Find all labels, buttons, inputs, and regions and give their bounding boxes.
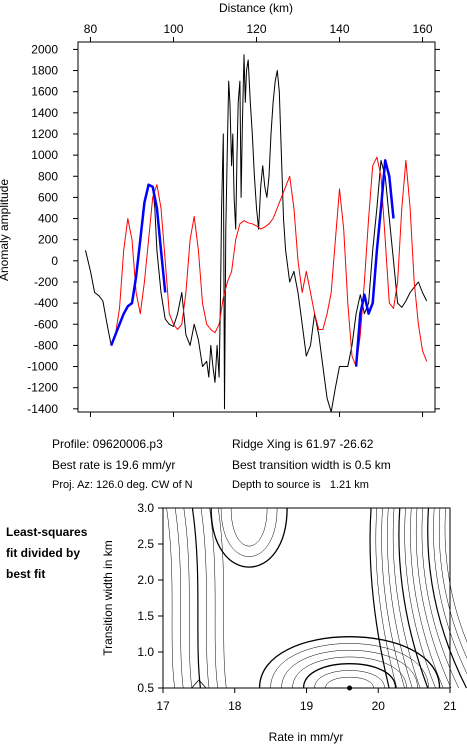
best-transition-label: Best transition width is 0.5 km [232, 458, 391, 472]
top-x-tick-label: 100 [163, 22, 183, 36]
bottom-x-tick-label: 17 [156, 699, 170, 713]
contour-line [314, 670, 385, 689]
contour-line [200, 507, 210, 689]
top-x-tick-label: 120 [246, 22, 266, 36]
contour-line [404, 507, 436, 689]
contour-line [292, 656, 407, 689]
series-model [110, 156, 428, 367]
top-y-tick-label: 2000 [31, 42, 58, 56]
contour-line [444, 507, 467, 643]
top-y-tick-label: -400 [34, 296, 58, 310]
top-y-tick-label: -1400 [27, 402, 58, 416]
contour-line [166, 507, 175, 689]
top-x-tick-label: 160 [413, 22, 433, 36]
top-y-tick-label: -600 [34, 317, 58, 331]
top-y-tick-label: 1200 [31, 127, 58, 141]
ridge-xing-label: Ridge Xing is 61.97 -26.62 [232, 437, 374, 451]
series-fit_window_right [354, 159, 395, 367]
contour-line [258, 636, 441, 689]
top-y-tick-label: 600 [38, 190, 58, 204]
contour-line [210, 507, 288, 568]
side-note-line-3: best fit [6, 567, 46, 581]
top-y-tick-label: 0 [51, 254, 58, 268]
series-fit_window_left [110, 183, 167, 346]
bottom-y-tick-label: 2.0 [137, 573, 154, 587]
contour-line [387, 507, 413, 689]
bottom-x-tick-label: 19 [300, 699, 314, 713]
contour-line [415, 507, 452, 689]
bottom-plot-frame [162, 507, 451, 689]
contour-line [398, 507, 429, 689]
top-y-tick-label: -200 [34, 275, 58, 289]
contour-line [209, 507, 218, 689]
contour-line [191, 507, 202, 689]
side-note-line-1: Least-squares [6, 525, 88, 539]
contour-line [302, 663, 397, 689]
top-x-tick-label: 140 [330, 22, 350, 36]
bottom-y-tick-label: 1.5 [137, 609, 154, 623]
contour-line [427, 507, 467, 689]
contour-line [174, 507, 184, 689]
top-y-tick-label: 1600 [31, 85, 58, 99]
bottom-x-tick-label: 21 [443, 699, 457, 713]
top-y-tick-label: 1000 [31, 148, 58, 162]
contour-line [421, 507, 459, 689]
contour-line [325, 677, 374, 689]
top-y-tick-label: 1400 [31, 106, 58, 120]
bottom-y-axis-title: Transition width in km [101, 540, 115, 656]
profile-label: Profile: 09620006.p3 [52, 437, 163, 451]
bottom-y-tick-label: 3.0 [137, 501, 154, 515]
contour-line [191, 679, 207, 689]
best-rate-label: Best rate is 19.6 mm/yr [52, 458, 176, 472]
bottom-y-tick-label: 1.0 [137, 645, 154, 659]
contour-line [439, 507, 467, 659]
side-note-line-2: fit divided by [6, 546, 81, 560]
top-x-axis-title: Distance (km) [219, 1, 293, 15]
bottom-x-tick-label: 18 [228, 699, 242, 713]
contour-line [410, 507, 444, 689]
proj-az-label: Proj. Az: 126.0 deg. CW of N [52, 479, 193, 491]
top-y-tick-label: -1000 [27, 360, 58, 374]
top-y-tick-label: -800 [34, 338, 58, 352]
bottom-y-tick-label: 2.5 [137, 537, 154, 551]
contour-line [230, 507, 268, 547]
anomaly-profile-chart: 80 100 120 140 160 -1400 -1200 -1000 -800 -600 -40… [0, 1, 440, 417]
depth-label: Depth to source is 1.21 km [232, 479, 369, 491]
contour-line [381, 507, 405, 689]
contour-line [392, 507, 421, 689]
top-y-tick-label: -1200 [27, 381, 58, 395]
top-x-tick-label: 80 [84, 22, 98, 36]
contour-line [433, 507, 467, 675]
top-y-tick-label: 800 [38, 169, 58, 183]
contour-line [220, 507, 278, 557]
contour-line [183, 507, 193, 689]
bottom-y-tick-label: 0.5 [137, 681, 154, 695]
contour-line [281, 649, 418, 689]
contour-line [375, 507, 398, 689]
top-y-tick-label: 200 [38, 233, 58, 247]
top-y-axis-title: Anomaly amplitude [0, 179, 11, 281]
top-y-tick-label: 1800 [31, 64, 58, 78]
contour-line [369, 507, 390, 689]
bottom-x-tick-label: 20 [372, 699, 386, 713]
top-y-tick-label: 400 [38, 212, 58, 226]
bottom-x-axis-title: Rate in mm/yr [269, 730, 344, 744]
contour-line [217, 507, 227, 689]
